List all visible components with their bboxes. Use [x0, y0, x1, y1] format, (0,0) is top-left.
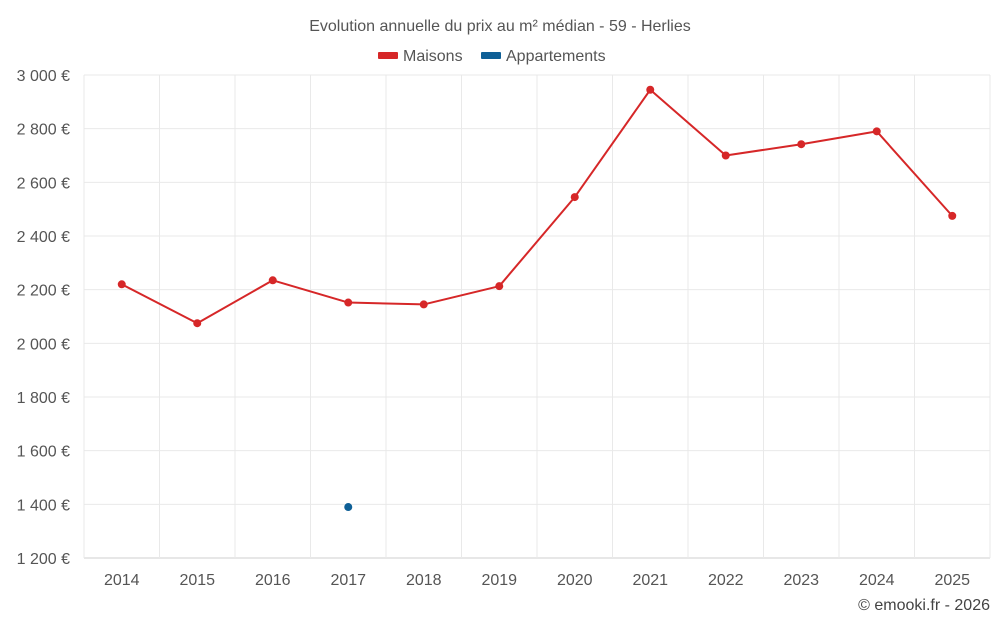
data-point-maisons[interactable]: [570, 193, 579, 202]
x-tick-label: 2024: [859, 572, 895, 589]
x-tick-label: 2017: [330, 572, 366, 589]
y-axis-ticks: 1 200 € 1 400 € 1 600 € 1 800 € 2 000 € 2 200…: [17, 68, 70, 568]
data-point-maisons[interactable]: [646, 85, 655, 94]
x-tick-label: 2022: [708, 572, 744, 589]
data-point-maisons[interactable]: [193, 319, 202, 328]
data-point-maisons[interactable]: [948, 211, 957, 220]
series-points: [117, 85, 957, 512]
x-tick-label: 2014: [104, 572, 140, 589]
data-point-appartements[interactable]: [344, 503, 353, 512]
y-tick-label: 2 000 €: [17, 336, 70, 353]
series-lines: [121, 88, 953, 325]
y-tick-label: 1 600 €: [17, 444, 70, 461]
data-point-maisons[interactable]: [872, 127, 881, 136]
legend-swatch-maisons: [378, 52, 398, 59]
x-tick-label: 2025: [934, 572, 970, 589]
legend-item-appartements[interactable]: Appartements: [481, 48, 606, 65]
x-tick-label: 2016: [255, 572, 291, 589]
x-tick-label: 2021: [632, 572, 668, 589]
x-tick-label: 2018: [406, 572, 442, 589]
chart-title: Evolution annuelle du prix au m² médian …: [309, 18, 691, 35]
y-tick-label: 2 600 €: [17, 175, 70, 192]
x-tick-label: 2023: [783, 572, 819, 589]
y-tick-label: 1 800 €: [17, 390, 70, 407]
y-tick-label: 2 400 €: [17, 229, 70, 246]
series-line-maisons: [121, 88, 953, 325]
y-tick-label: 1 200 €: [17, 551, 70, 568]
x-tick-label: 2020: [557, 572, 593, 589]
x-gridlines: [83, 75, 991, 558]
y-tick-label: 1 400 €: [17, 497, 70, 514]
data-point-maisons[interactable]: [721, 151, 730, 160]
legend-label-maisons: Maisons: [403, 48, 463, 65]
legend-label-appartements: Appartements: [506, 48, 606, 65]
y-tick-label: 3 000 €: [17, 68, 70, 85]
data-point-maisons[interactable]: [268, 276, 277, 285]
data-point-maisons[interactable]: [419, 300, 428, 309]
legend: Maisons Appartements: [378, 48, 606, 65]
x-axis-ticks: 2014 2015 2016 2017 2018 2019 2020 2021 2022 2023…: [104, 572, 970, 589]
y-tick-label: 2 200 €: [17, 283, 70, 300]
x-tick-label: 2019: [481, 572, 517, 589]
legend-item-maisons[interactable]: Maisons: [378, 48, 463, 65]
data-point-maisons[interactable]: [344, 298, 353, 307]
x-tick-label: 2015: [179, 572, 215, 589]
data-point-maisons[interactable]: [117, 280, 126, 289]
y-tick-label: 2 800 €: [17, 122, 70, 139]
data-point-maisons[interactable]: [797, 140, 806, 149]
credit-text: © emooki.fr - 2026: [858, 597, 990, 614]
data-point-maisons[interactable]: [495, 282, 504, 291]
legend-swatch-appartements: [481, 52, 501, 59]
